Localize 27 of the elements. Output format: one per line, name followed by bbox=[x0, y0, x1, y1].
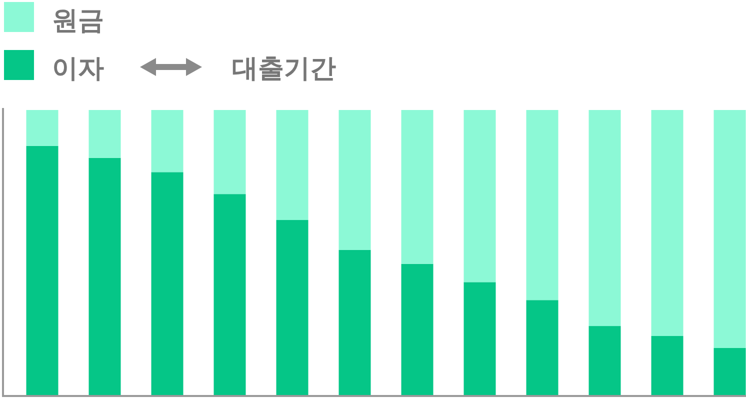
bar bbox=[651, 336, 684, 395]
bar bbox=[88, 158, 121, 395]
bar bbox=[214, 194, 246, 395]
bar bbox=[464, 282, 496, 395]
bar bbox=[214, 110, 246, 194]
bar bbox=[588, 110, 621, 326]
bar bbox=[338, 250, 371, 395]
bar bbox=[526, 110, 558, 300]
bar bbox=[151, 172, 184, 395]
bar bbox=[401, 110, 434, 264]
x-axis-title: 대출기간 bbox=[232, 54, 336, 84]
bar bbox=[151, 110, 184, 172]
bar bbox=[276, 110, 308, 220]
legend-label: 원금 bbox=[52, 6, 104, 36]
bar bbox=[714, 110, 746, 348]
bar bbox=[714, 348, 746, 395]
bar bbox=[338, 110, 371, 250]
legend-label: 이자 bbox=[52, 54, 104, 84]
bar bbox=[26, 110, 58, 146]
bar bbox=[526, 300, 558, 395]
bar bbox=[26, 146, 58, 395]
bar bbox=[651, 110, 684, 336]
bar bbox=[276, 220, 308, 395]
bar bbox=[88, 110, 121, 158]
bar bbox=[588, 326, 621, 395]
bar bbox=[401, 264, 434, 395]
bar bbox=[464, 110, 496, 282]
